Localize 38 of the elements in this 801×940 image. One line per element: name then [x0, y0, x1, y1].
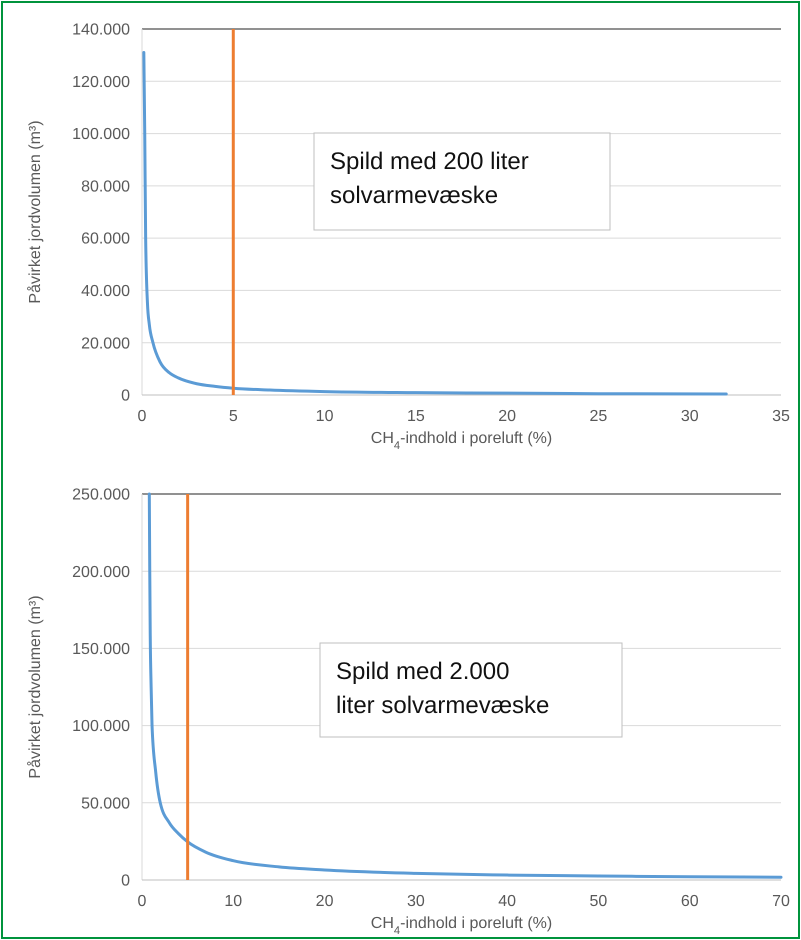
- x-tick-label: 35: [772, 408, 790, 425]
- y-axis-title: Påvirket jordvolumen (m³): [27, 120, 44, 304]
- y-tick-label: 250.000: [72, 486, 130, 504]
- x-tick-label: 60: [680, 893, 699, 910]
- line-series: [142, 51, 728, 396]
- x-tick-label: 5: [228, 408, 238, 425]
- line-series: [148, 492, 782, 879]
- y-tick-label: 150.000: [72, 641, 130, 658]
- x-axis-title: CH$_{4}$-indhold i poreluft (%): [370, 430, 552, 452]
- y-tick-label: 50.000: [81, 795, 130, 812]
- x-tick-label: 10: [316, 408, 334, 425]
- y-tick-label: 60.000: [81, 230, 130, 248]
- y-tick-label: 0: [121, 388, 130, 405]
- x-tick-label: 25: [590, 408, 608, 425]
- y-tick-label: 80.000: [81, 178, 130, 196]
- x-tick-label: 30: [680, 408, 699, 425]
- y-tick-label: 40.000: [81, 283, 130, 300]
- x-tick-label: 40: [498, 893, 516, 910]
- x-axis-title: CH$_{4}$-indhold i poreluft (%): [370, 915, 552, 937]
- y-tick-label: 0: [121, 872, 130, 890]
- y-tick-label: 100.000: [72, 718, 130, 736]
- x-tick-label: 70: [772, 893, 790, 910]
- annotation: Spild med 2.000 liter solvarmevæske: [336, 658, 550, 719]
- x-tick-label: 10: [224, 893, 242, 910]
- y-tick-label: 140.000: [72, 22, 130, 39]
- y-axis-title: Påvirket jordvolumen (m³): [27, 595, 44, 779]
- x-tick-label: 0: [138, 408, 147, 425]
- annotation: Spild med 200 liter solvarmevæske: [330, 148, 529, 209]
- x-tick-label: 20: [316, 893, 334, 910]
- y-tick-label: 100.000: [72, 126, 130, 144]
- x-tick-label: 20: [498, 408, 516, 425]
- y-tick-label: 20.000: [81, 335, 130, 352]
- y-tick-label: 120.000: [72, 74, 130, 91]
- x-tick-label: 50: [590, 893, 608, 910]
- x-tick-label: 30: [406, 893, 425, 910]
- x-tick-label: 0: [138, 893, 147, 910]
- y-tick-label: 200.000: [72, 564, 130, 581]
- x-tick-label: 15: [406, 408, 425, 425]
